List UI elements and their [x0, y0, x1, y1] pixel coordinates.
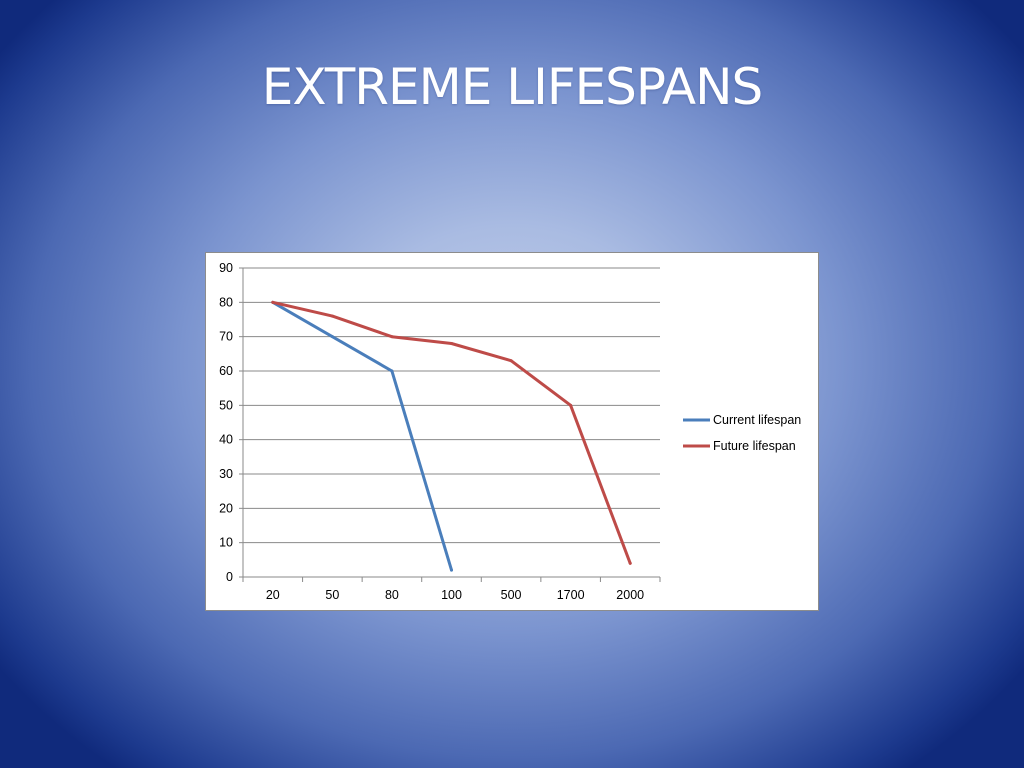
y-tick-label: 60 — [219, 364, 233, 378]
data-point — [450, 568, 453, 572]
x-tick-label: 2000 — [616, 588, 644, 602]
data-point — [509, 359, 513, 363]
y-tick-label: 0 — [226, 570, 233, 584]
data-point — [330, 335, 334, 339]
line-chart: 0 10 20 30 40 50 60 70 80 90 20 50 80 100 500 1700 2000 … — [205, 252, 819, 611]
series-line — [271, 300, 632, 565]
x-tick-label: 1700 — [557, 588, 585, 602]
x-tick-label: 50 — [325, 588, 339, 602]
legend-entry-label: Current lifespan — [713, 413, 801, 427]
data-point — [450, 342, 453, 346]
y-tick-label: 50 — [219, 398, 233, 412]
gridlines — [243, 267, 660, 544]
x-tick-label: 20 — [266, 588, 280, 602]
x-tick-label: 500 — [501, 588, 522, 602]
data-point — [569, 403, 573, 407]
data-point — [390, 335, 394, 339]
y-tick-label: 10 — [219, 536, 233, 550]
data-point — [390, 369, 394, 373]
y-tick-label: 20 — [219, 501, 233, 515]
legend-entry-label: Future lifespan — [713, 439, 796, 453]
legend: Current lifespan Future lifespan — [683, 413, 801, 453]
series-lines — [271, 300, 632, 572]
y-tick-label: 40 — [219, 433, 233, 447]
x-tick-label: 100 — [441, 588, 462, 602]
series-line — [271, 300, 453, 572]
y-tick-label: 90 — [219, 261, 233, 275]
slide-title: EXTREME LIFESPANS — [261, 58, 763, 116]
y-tick-label: 70 — [219, 330, 233, 344]
y-tick-label: 80 — [219, 295, 233, 309]
data-point — [271, 300, 275, 304]
data-point — [330, 314, 334, 318]
y-tick-label: 30 — [219, 467, 233, 481]
axes: 0 10 20 30 40 50 60 70 80 90 20 50 80 100 500 1700 2000 — [219, 261, 661, 602]
x-tick-label: 80 — [385, 588, 399, 602]
data-point — [628, 561, 632, 565]
